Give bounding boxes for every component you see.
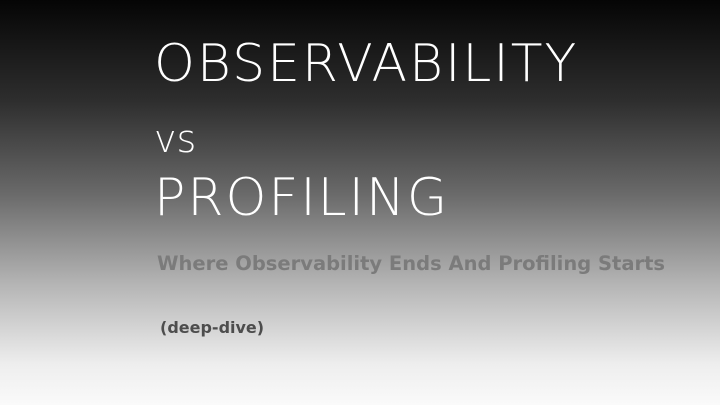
title-line-observability: OBSERVABILITY bbox=[154, 34, 579, 94]
deep-dive-tag: (deep-dive) bbox=[160, 318, 265, 337]
subtitle: Where Observability Ends And Profiling S… bbox=[157, 252, 666, 275]
title-line-vs: vs bbox=[154, 117, 197, 161]
title-line-profiling: PROFILING bbox=[154, 168, 450, 228]
